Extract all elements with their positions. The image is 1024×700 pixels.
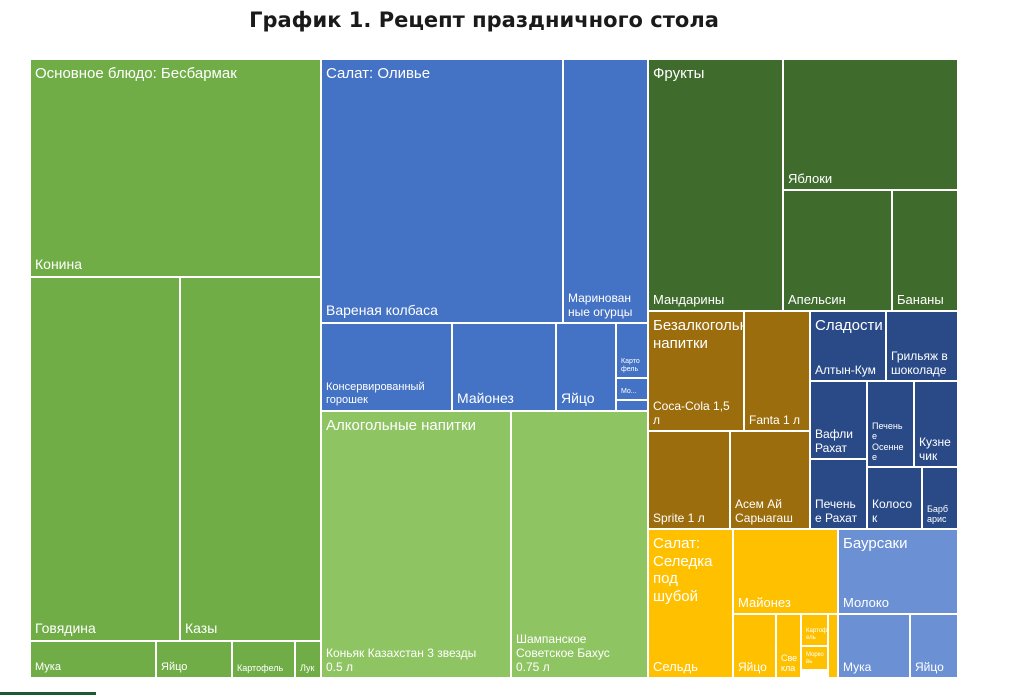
- cell-label: Майонез: [457, 390, 514, 407]
- group-header: Фрукты: [653, 65, 705, 82]
- cell-label: Яйцо: [738, 659, 767, 674]
- cell-apelsin: Апельсин: [783, 190, 892, 311]
- cell-label: Апельсин: [788, 291, 846, 307]
- cell-label: Мо...: [621, 387, 637, 395]
- cell-label: Коньяк Казахстан 3 звезды 0.5 л: [326, 645, 477, 674]
- cell-label: Яйцо: [915, 659, 944, 674]
- cell-label: Печень е Осенне е: [872, 420, 904, 463]
- cell-kolbasa: Салат: Оливье Вареная колбаса: [321, 59, 563, 323]
- cell-yaytso-3: Яйцо: [733, 614, 776, 678]
- cell-morkov-2: Морко вь: [801, 646, 828, 670]
- cell-konyak: Алкогольные напитки Коньяк Казахстан 3 зв…: [321, 411, 511, 678]
- cell-label: Картофель: [237, 663, 284, 674]
- group-header: Алкогольные напитки: [326, 417, 477, 434]
- cell-yaytso-4: Яйцо: [910, 614, 958, 678]
- cell-label: Сельдь: [653, 658, 698, 674]
- cell-seld: Салат: Селедка под шубой Сельдь: [648, 529, 733, 678]
- cell-label: Вафли Рахат: [815, 426, 853, 455]
- cell-moloko: Баурсаки Молоко: [838, 529, 958, 614]
- group-header: Основное блюдо: Бесбармак: [35, 65, 237, 82]
- cell-banany: Бананы: [892, 190, 958, 311]
- cell-kartofel-2: Карто фель: [616, 323, 648, 378]
- cell-asem-ay: Асем Ай Сарыагаш: [730, 431, 810, 529]
- cell-vafli: Вафли Рахат: [810, 381, 867, 459]
- cell-yabloki: Яблоки: [783, 59, 958, 190]
- cell-label: Говядина: [35, 620, 96, 637]
- cell-ogurtsy: Маринован ные огурцы: [563, 59, 648, 323]
- cell-label: Шампанское Советское Бахус 0.75 л: [516, 631, 610, 674]
- cell-goroshek: Консервированный горошек: [321, 323, 452, 411]
- group-header: Салат: Оливье: [326, 65, 431, 82]
- cell-kolosok: Колосо к: [867, 467, 922, 529]
- cell-olivie-small: [616, 400, 648, 411]
- cell-muka-1: Мука: [30, 641, 156, 678]
- cell-mayonez-1: Майонез: [452, 323, 556, 411]
- cell-label: Мука: [35, 661, 61, 674]
- cell-label: Coca-Cola 1,5 л: [653, 398, 730, 427]
- cell-coca-cola: Безалкогольные напитки Coca-Cola 1,5 л: [648, 311, 744, 431]
- cell-sprite: Sprite 1 л: [648, 431, 730, 529]
- cell-label: Казы: [185, 620, 218, 637]
- cell-label: Печень е Рахат: [815, 496, 858, 525]
- cell-pechene-osennee: Печень е Осенне е: [867, 381, 914, 467]
- cell-label: Конина: [35, 256, 83, 273]
- cell-shuba-small: [828, 614, 838, 678]
- cell-label: Мандарины: [653, 291, 725, 307]
- cell-label: Мука: [843, 659, 872, 674]
- chart-title: График 1. Рецепт праздничного стола: [249, 8, 719, 32]
- cell-label: Вареная колбаса: [326, 302, 438, 319]
- cell-yaytso-1: Яйцо: [156, 641, 232, 678]
- cell-svekla: Све кла: [776, 614, 801, 678]
- cell-yaytso-2: Яйцо: [556, 323, 616, 411]
- cell-label: Fanta 1 л: [749, 412, 801, 427]
- cell-mayonez-2: Майонез: [733, 529, 838, 614]
- cell-govyadina: Говядина: [30, 277, 180, 641]
- cell-barbaris: Барб арис: [922, 467, 958, 529]
- cell-muka-2: Мука: [838, 614, 910, 678]
- cell-label: Кузне чик: [919, 434, 951, 463]
- cell-label: Грильяж в шоколаде: [891, 348, 948, 377]
- cell-label: Морко вь: [806, 651, 824, 665]
- group-header: Сладости: [815, 317, 883, 334]
- cell-kartofel-3: Картоф ель: [801, 614, 828, 646]
- treemap-chart: Основное блюдо: Бесбармак Конина Говядина К…: [30, 59, 958, 678]
- cell-kazy: Казы: [180, 277, 321, 641]
- cell-label: Яблоки: [788, 170, 833, 186]
- cell-mandariny: Фрукты Мандарины: [648, 59, 783, 311]
- cell-label: Консервированный горошек: [326, 381, 425, 407]
- cell-morkov-1: Мо...: [616, 378, 648, 400]
- cell-label: Яйцо: [561, 390, 595, 407]
- footer-rule: [0, 692, 96, 695]
- cell-label: Све кла: [781, 652, 798, 674]
- cell-label: Бананы: [897, 291, 944, 307]
- cell-label: Асем Ай Сарыагаш: [735, 496, 793, 525]
- cell-label: Яйцо: [161, 661, 188, 674]
- cell-label: Картоф ель: [806, 627, 827, 641]
- group-header: Безалкогольные напитки: [653, 317, 743, 352]
- cell-label: Sprite 1 л: [653, 510, 705, 525]
- cell-altyn-kum: Сладости Алтын-Кум: [810, 311, 886, 381]
- group-header: Салат: Селедка под шубой: [653, 535, 713, 606]
- cell-label: Майонез: [738, 594, 791, 610]
- cell-luk: Лук: [295, 641, 321, 678]
- cell-label: Карто фель: [621, 357, 640, 373]
- cell-label: Алтын-Кум: [815, 362, 876, 377]
- cell-konina: Основное блюдо: Бесбармак Конина: [30, 59, 321, 277]
- cell-kartofel-1: Картофель: [232, 641, 295, 678]
- cell-grilyazh: Грильяж в шоколаде: [886, 311, 958, 381]
- cell-fanta: Fanta 1 л: [744, 311, 810, 431]
- cell-label: Колосо к: [872, 496, 913, 525]
- group-header: Баурсаки: [843, 535, 908, 552]
- cell-label: Барб арис: [927, 503, 949, 525]
- cell-pechene-rahat: Печень е Рахат: [810, 459, 867, 529]
- cell-label: Лук: [300, 663, 315, 674]
- cell-kuznechik: Кузне чик: [914, 381, 958, 467]
- cell-label: Молоко: [843, 594, 889, 610]
- cell-label: Маринован ные огурцы: [568, 290, 633, 319]
- cell-shampanskoe: Шампанское Советское Бахус 0.75 л: [511, 411, 648, 678]
